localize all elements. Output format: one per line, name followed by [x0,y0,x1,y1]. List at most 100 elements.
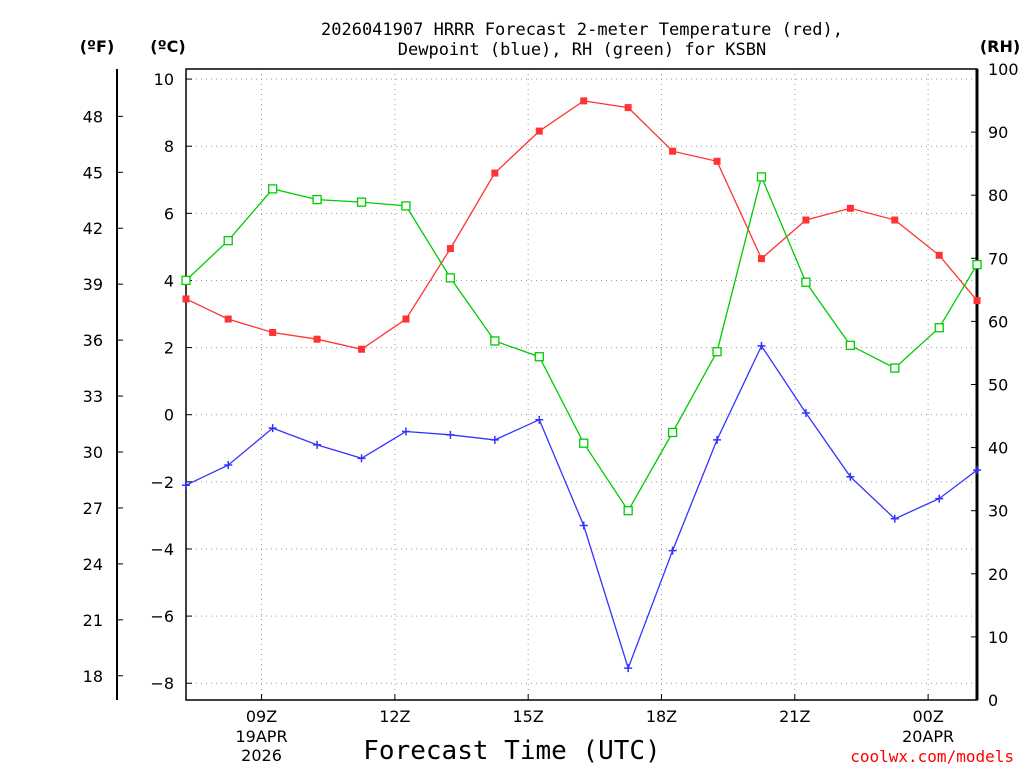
celsius-tick-label: 6 [164,204,174,223]
rh-point [890,363,900,373]
celsius-tick-label: 2 [164,339,174,358]
rh-point [490,336,500,346]
rh-tick-label: 90 [988,123,1008,142]
fahrenheit-tick-label: 24 [83,555,103,574]
dewpoint-point [846,472,855,481]
temperature-point [802,216,810,224]
temperature-point [535,127,543,135]
temperature-point [846,204,854,212]
fahrenheit-tick-label: 45 [83,163,103,182]
rh-point [401,201,411,211]
celsius-tick-label: 8 [164,137,174,156]
fahrenheit-tick-label: 30 [83,443,103,462]
dewpoint-point [624,664,633,673]
celsius-tick-label: −4 [150,540,174,559]
dewpoint-point [535,415,544,424]
grid-layer [186,69,977,700]
rh-tick-label: 40 [988,439,1008,458]
rh-point [445,273,456,283]
dewpoint-point [579,521,588,530]
fahrenheit-unit-label: (ºF) [80,37,115,56]
rh-point [667,427,678,438]
dewpoint-point [182,481,190,490]
rh-tick-label: 70 [988,249,1008,268]
dewpoint-point [713,435,722,444]
temperature-point [491,169,499,177]
x-date-label: 19APR [236,727,288,746]
rh-point [181,275,191,286]
dewpoint-point [313,440,322,449]
x-tick-label: 12Z [379,707,410,726]
rh-point [934,323,944,333]
celsius-tick-label: −8 [150,674,174,693]
x-tick-label: 09Z [246,707,277,726]
temperature-point [757,255,765,263]
rh-point [268,184,278,194]
rh-tick-label: 30 [988,502,1008,521]
temperature-point [182,295,190,303]
fahrenheit-tick-label: 48 [83,107,103,126]
x-tick-label: 15Z [513,707,544,726]
rh-tick-label: 50 [988,376,1008,395]
plot-frame [185,68,978,701]
temperature-point [891,216,899,224]
rh-point [223,235,233,246]
celsius-tick-label: −6 [150,607,174,626]
temperature-point [402,315,410,323]
temperature-point [624,104,632,112]
celsius-tick-label: 10 [154,70,174,89]
x-axis-title: Forecast Time (UTC) [363,736,660,766]
temperature-point [446,245,454,253]
rh-point [756,172,767,182]
rh-tick-label: 10 [988,628,1008,647]
rh-tick-label: 0 [988,691,998,710]
rh-tick-label: 20 [988,565,1008,584]
dewpoint-point [801,409,810,418]
fahrenheit-tick-label: 18 [83,667,103,686]
temperature-point [313,335,321,343]
x-date-label: 20APR [902,727,954,746]
temperature-series-line [185,100,978,350]
celsius-unit-label: (ºC) [150,37,185,56]
rh-point [972,259,982,270]
rh-tick-label: 100 [988,60,1019,79]
temperature-point [973,297,981,305]
dewpoint-point [224,461,233,470]
temperature-point [935,251,943,259]
temperature-point [580,97,588,105]
dewpoint-point [668,546,677,555]
celsius-tick-label: −2 [150,473,174,492]
temperature-point [713,157,721,165]
rh-point [579,438,589,448]
dewpoint-point [490,435,499,444]
chart-title-line-2: Dewpoint (blue), RH (green) for KSBN [398,40,766,60]
rh-tick-label: 60 [988,312,1008,331]
x-tick-label: 18Z [646,707,677,726]
celsius-tick-label: 0 [164,406,174,425]
rh-point [312,194,322,205]
fahrenheit-tick-label: 39 [83,275,103,294]
dewpoint-series-line [185,344,978,671]
temperature-point [269,328,277,336]
rh-series-line [185,174,978,512]
rh-point [801,277,811,287]
fahrenheit-tick-label: 21 [83,611,103,630]
rh-point [712,347,722,357]
rh-unit-label: (RH) [980,37,1020,56]
dewpoint-point [357,454,366,463]
dewpoint-point [757,341,766,350]
dewpoint-point [401,427,410,436]
dewpoint-point [268,424,277,433]
dewpoint-point [935,494,944,503]
temperature-point [358,345,366,353]
celsius-tick-label: 4 [164,271,174,290]
fahrenheit-tick-label: 27 [83,499,103,518]
x-tick-label: 00Z [912,707,943,726]
rh-tick-label: 80 [988,186,1008,205]
dewpoint-point [890,514,899,523]
x-date-label: 2026 [241,746,282,765]
credit-text: coolwx.com/models [850,747,1014,766]
temperature-point [224,315,232,323]
